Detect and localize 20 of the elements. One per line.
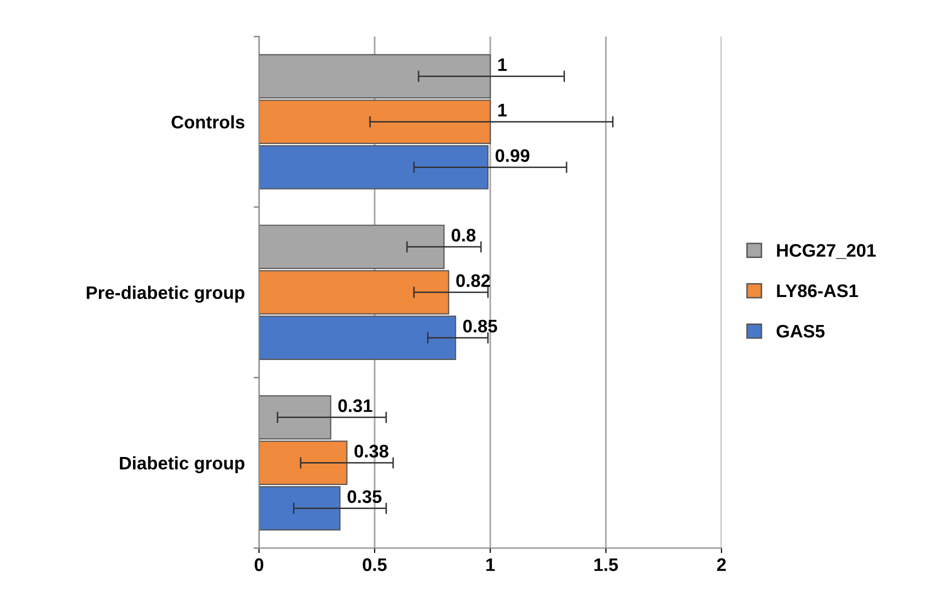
legend-label: HCG27_201 <box>777 244 876 259</box>
x-tick-label: 2 <box>717 558 726 571</box>
data-label: 1 <box>498 104 507 116</box>
data-label: 0.38 <box>354 444 388 458</box>
x-tick-label: 1 <box>486 558 495 571</box>
x-tick-label: 0 <box>254 558 264 572</box>
data-label: 0.35 <box>348 490 382 504</box>
y-tick-label: Diabetic group <box>120 456 244 474</box>
legend-label: LY86-AS1 <box>777 284 858 298</box>
data-label: 1 <box>498 58 507 71</box>
data-label: 0.85 <box>463 320 498 333</box>
y-tick-label: Controls <box>172 115 244 129</box>
data-label: 0.82 <box>456 274 490 288</box>
x-tick-label: 1.5 <box>594 558 618 572</box>
legend-label: GAS5 <box>776 324 825 338</box>
data-label: 0.8 <box>452 228 476 242</box>
y-tick-label: Pre-diabetic group <box>86 286 244 303</box>
data-label: 0.31 <box>338 399 372 412</box>
data-label: 0.99 <box>496 149 530 162</box>
x-tick-label: 0.5 <box>362 558 387 572</box>
